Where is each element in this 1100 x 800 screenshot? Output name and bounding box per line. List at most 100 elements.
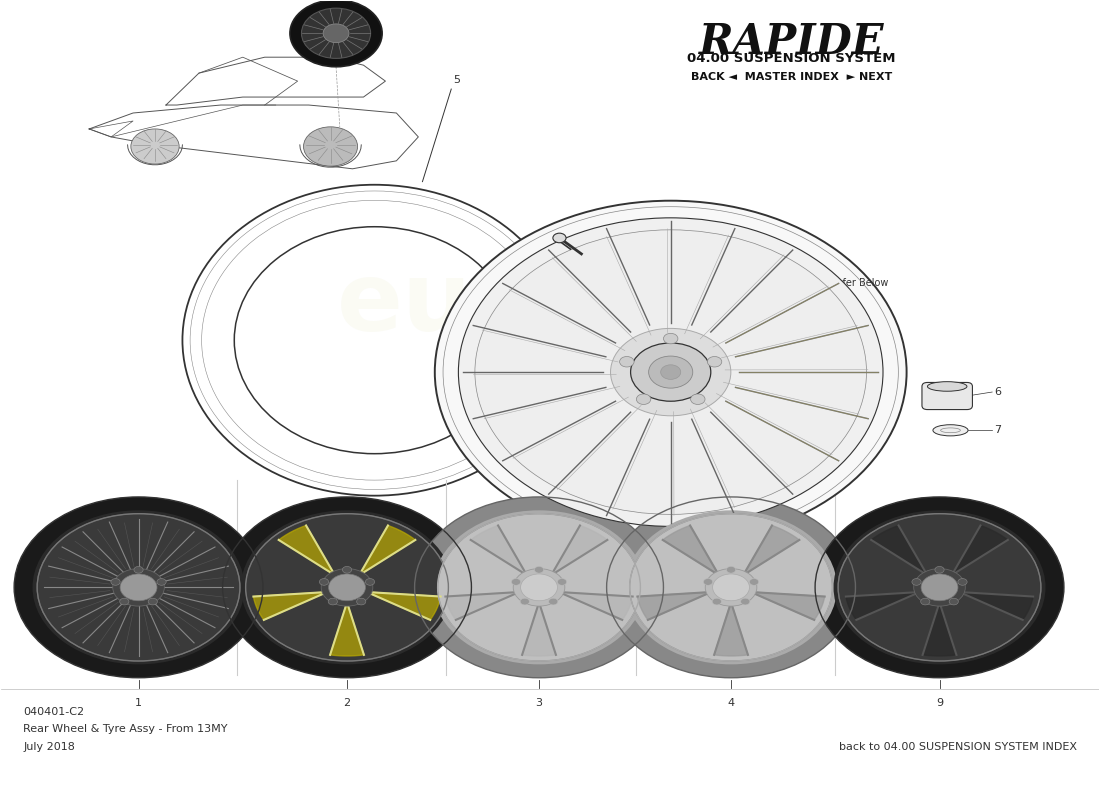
Polygon shape <box>446 592 519 620</box>
Text: July 2018: July 2018 <box>23 742 75 752</box>
Text: 5: 5 <box>453 75 460 85</box>
Text: euro: euro <box>338 258 587 351</box>
Circle shape <box>610 328 730 416</box>
Circle shape <box>558 578 566 586</box>
Polygon shape <box>559 592 632 620</box>
Circle shape <box>914 569 966 606</box>
Text: Refer Below: Refer Below <box>829 278 888 288</box>
Polygon shape <box>923 602 956 656</box>
Circle shape <box>649 356 693 388</box>
Circle shape <box>749 578 759 586</box>
Circle shape <box>726 566 736 573</box>
Circle shape <box>301 8 371 58</box>
Text: since 1985: since 1985 <box>590 481 774 510</box>
Ellipse shape <box>834 510 1045 664</box>
Ellipse shape <box>606 497 856 678</box>
Circle shape <box>712 598 722 605</box>
Ellipse shape <box>629 514 833 661</box>
Circle shape <box>304 127 358 166</box>
Text: BACK ◄  MASTER INDEX  ► NEXT: BACK ◄ MASTER INDEX ► NEXT <box>691 71 892 82</box>
Text: carparts: carparts <box>436 363 795 437</box>
Polygon shape <box>952 526 1008 575</box>
Circle shape <box>134 566 143 573</box>
Ellipse shape <box>245 514 449 661</box>
Circle shape <box>459 218 883 526</box>
Polygon shape <box>278 526 334 575</box>
Circle shape <box>663 334 678 344</box>
Polygon shape <box>330 602 364 656</box>
Polygon shape <box>959 592 1033 620</box>
Circle shape <box>434 201 906 543</box>
Circle shape <box>661 365 681 379</box>
Circle shape <box>713 574 749 601</box>
Text: 040401-C2: 040401-C2 <box>23 707 85 717</box>
Circle shape <box>512 578 520 586</box>
Text: 7: 7 <box>994 426 1001 435</box>
Ellipse shape <box>933 425 968 436</box>
Ellipse shape <box>222 497 472 678</box>
Polygon shape <box>471 526 527 575</box>
Circle shape <box>549 598 558 605</box>
Polygon shape <box>751 592 825 620</box>
FancyBboxPatch shape <box>922 382 972 410</box>
Ellipse shape <box>625 510 837 664</box>
Circle shape <box>553 233 566 242</box>
Polygon shape <box>522 602 556 656</box>
Text: RAPIDE: RAPIDE <box>698 22 884 63</box>
Polygon shape <box>744 526 800 575</box>
Circle shape <box>535 566 543 573</box>
Circle shape <box>705 569 757 606</box>
Circle shape <box>520 598 529 605</box>
Text: 9: 9 <box>936 698 943 708</box>
Ellipse shape <box>927 382 967 391</box>
Ellipse shape <box>438 514 640 661</box>
Ellipse shape <box>415 497 663 678</box>
Circle shape <box>921 598 929 605</box>
Text: 3: 3 <box>536 698 542 708</box>
Circle shape <box>475 230 867 514</box>
Ellipse shape <box>14 497 263 678</box>
Polygon shape <box>846 592 920 620</box>
Text: 1: 1 <box>135 698 142 708</box>
Circle shape <box>356 598 366 605</box>
Circle shape <box>703 578 713 586</box>
Ellipse shape <box>815 497 1064 678</box>
Text: 8: 8 <box>559 299 566 310</box>
Polygon shape <box>714 602 748 656</box>
Circle shape <box>328 598 338 605</box>
Circle shape <box>111 578 120 586</box>
Text: a pool for p‘ple: a pool for p‘ple <box>443 407 613 441</box>
Text: 2: 2 <box>343 698 351 708</box>
Text: Rear Wheel & Tyre Assy - From 13MY: Rear Wheel & Tyre Assy - From 13MY <box>23 725 228 734</box>
Circle shape <box>949 598 958 605</box>
Ellipse shape <box>433 510 645 664</box>
Circle shape <box>691 394 705 405</box>
Polygon shape <box>551 526 607 575</box>
Circle shape <box>365 578 375 586</box>
Circle shape <box>342 566 352 573</box>
Circle shape <box>120 598 129 605</box>
Circle shape <box>514 569 564 606</box>
Circle shape <box>329 574 365 601</box>
Text: back to 04.00 SUSPENSION SYSTEM INDEX: back to 04.00 SUSPENSION SYSTEM INDEX <box>838 742 1077 752</box>
Circle shape <box>157 578 166 586</box>
Circle shape <box>912 578 921 586</box>
Polygon shape <box>253 592 328 620</box>
Polygon shape <box>366 592 441 620</box>
Text: 6: 6 <box>994 387 1001 397</box>
Circle shape <box>112 569 164 606</box>
Circle shape <box>740 598 750 605</box>
Circle shape <box>148 598 157 605</box>
Circle shape <box>321 569 373 606</box>
Circle shape <box>958 578 967 586</box>
Circle shape <box>630 343 711 402</box>
Circle shape <box>520 574 558 601</box>
Circle shape <box>290 0 382 66</box>
Circle shape <box>935 566 944 573</box>
Circle shape <box>120 574 157 601</box>
Text: 04.00 SUSPENSION SYSTEM: 04.00 SUSPENSION SYSTEM <box>688 52 895 65</box>
Ellipse shape <box>241 510 453 664</box>
Polygon shape <box>662 526 719 575</box>
Circle shape <box>921 574 958 601</box>
Circle shape <box>319 578 329 586</box>
